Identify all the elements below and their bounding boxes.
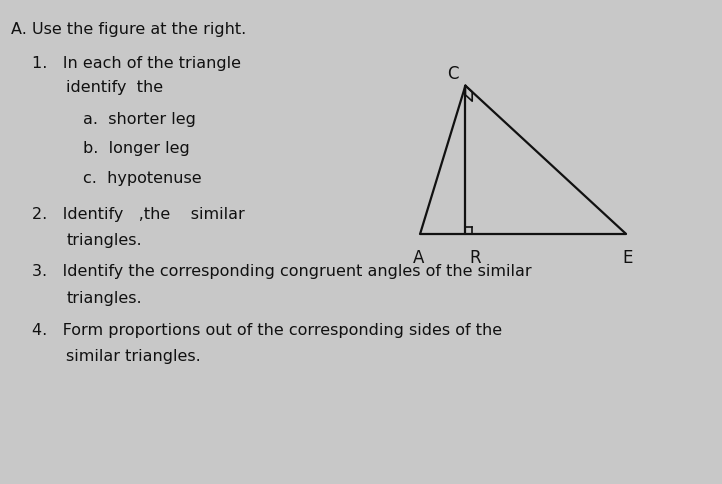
Text: E: E [622, 248, 633, 267]
Text: triangles.: triangles. [66, 232, 142, 247]
Text: 4.   Form proportions out of the corresponding sides of the: 4. Form proportions out of the correspon… [32, 322, 503, 337]
Text: similar triangles.: similar triangles. [66, 348, 201, 363]
Text: R: R [470, 248, 482, 267]
Text: 1.   In each of the triangle: 1. In each of the triangle [32, 56, 241, 71]
Text: b.  longer leg: b. longer leg [83, 140, 190, 155]
Text: A. Use the figure at the right.: A. Use the figure at the right. [11, 22, 246, 37]
Text: c.  hypotenuse: c. hypotenuse [83, 170, 201, 185]
Text: 3.   Identify the corresponding congruent angles of the similar: 3. Identify the corresponding congruent … [32, 264, 532, 279]
Text: C: C [448, 64, 458, 82]
Text: 2.   Identify   ,the    similar: 2. Identify ,the similar [32, 207, 245, 222]
Text: a.  shorter leg: a. shorter leg [83, 111, 196, 126]
Text: triangles.: triangles. [66, 290, 142, 305]
Text: A: A [412, 248, 424, 267]
Text: identify  the: identify the [66, 80, 164, 95]
